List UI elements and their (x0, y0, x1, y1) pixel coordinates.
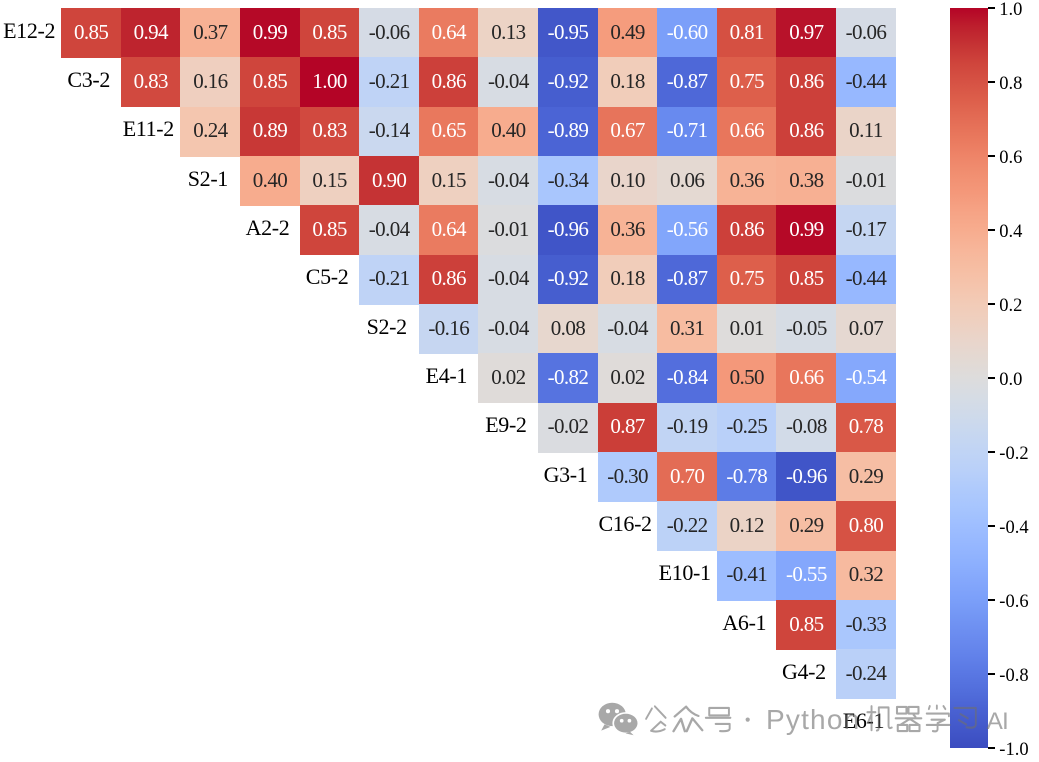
svg-text:AI: AI (987, 708, 1009, 735)
